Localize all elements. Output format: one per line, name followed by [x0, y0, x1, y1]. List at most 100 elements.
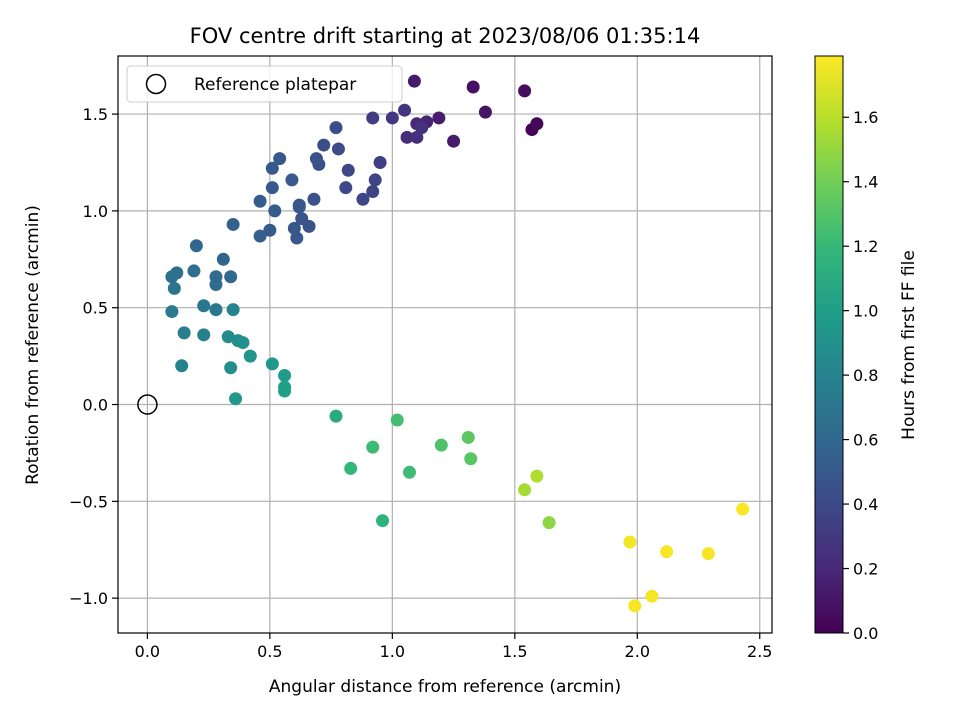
- data-point: [530, 469, 544, 483]
- data-point: [530, 117, 544, 131]
- colorbar-tick-label: 0.8: [853, 366, 878, 385]
- colorbar-tick-label: 0.0: [853, 624, 878, 643]
- x-tick-label: 2.5: [747, 642, 772, 661]
- data-point: [285, 173, 299, 187]
- colorbar-ticks: 0.0 0.2 0.4 0.6 0.8 1.0 1.2 1.4 1.6: [843, 108, 878, 643]
- data-point: [221, 330, 235, 344]
- x-tick-label: 0.5: [257, 642, 282, 661]
- data-point: [344, 461, 358, 475]
- data-point: [268, 204, 282, 218]
- data-point: [224, 361, 238, 375]
- data-point: [197, 328, 211, 342]
- data-point: [407, 74, 421, 88]
- data-point: [542, 516, 556, 530]
- data-point: [366, 111, 380, 125]
- data-point: [209, 303, 223, 317]
- data-point: [339, 181, 353, 195]
- data-point: [623, 535, 637, 549]
- grid-lines: [118, 56, 772, 633]
- data-point: [278, 368, 292, 382]
- y-tick-label: −1.0: [69, 589, 108, 608]
- colorbar: 0.0 0.2 0.4 0.6 0.8 1.0 1.2 1.4 1.6 Hours from f…: [814, 55, 919, 643]
- data-point: [165, 305, 179, 319]
- data-point: [398, 103, 412, 117]
- data-point: [660, 545, 674, 559]
- data-point: [366, 440, 380, 454]
- y-tick-label: −0.5: [69, 492, 108, 511]
- data-point: [415, 121, 429, 135]
- data-point: [177, 326, 191, 340]
- y-tick-label: 0.0: [83, 396, 108, 415]
- data-point: [278, 384, 292, 398]
- colorbar-tick-label: 0.4: [853, 495, 878, 514]
- data-point: [464, 452, 478, 466]
- data-point: [236, 336, 250, 350]
- data-point: [329, 409, 343, 423]
- y-axis-ticks: −1.0 −0.5 0.0 0.5 1.0 1.5: [69, 105, 118, 608]
- reference-marker: [137, 394, 158, 415]
- data-point: [356, 192, 370, 206]
- colorbar-tick-label: 1.2: [853, 237, 878, 256]
- data-point: [209, 277, 223, 291]
- data-point: [290, 231, 304, 245]
- y-tick-label: 1.5: [83, 105, 108, 124]
- data-point: [216, 252, 230, 266]
- data-point: [165, 270, 179, 284]
- data-point: [187, 264, 201, 278]
- data-point: [265, 181, 279, 195]
- legend: Reference platepar: [126, 65, 403, 103]
- x-tick-label: 1.5: [502, 642, 527, 661]
- data-point: [253, 229, 267, 243]
- y-tick-label: 0.5: [83, 299, 108, 318]
- colorbar-tick-label: 0.6: [853, 431, 878, 450]
- data-point: [317, 138, 331, 152]
- data-point: [331, 142, 345, 156]
- data-point: [701, 547, 715, 561]
- data-point: [197, 299, 211, 313]
- data-point: [466, 80, 480, 94]
- data-point: [243, 349, 257, 363]
- data-point: [341, 163, 355, 177]
- data-point: [263, 223, 277, 237]
- data-point: [292, 198, 306, 212]
- data-point: [447, 134, 461, 148]
- data-point: [645, 589, 659, 603]
- data-point: [273, 152, 287, 166]
- data-point: [265, 161, 279, 175]
- colorbar-tick-label: 0.2: [853, 560, 878, 579]
- plot-frame: [117, 55, 773, 634]
- data-point: [368, 173, 382, 187]
- colorbar-tick-label: 1.0: [853, 302, 878, 321]
- data-point: [224, 270, 238, 284]
- data-point: [226, 217, 240, 231]
- data-point: [167, 281, 181, 295]
- reference-point-icon: [137, 394, 158, 415]
- data-point: [329, 121, 343, 135]
- data-point: [400, 130, 414, 144]
- y-axis-label: Rotation from reference (arcmin): [23, 205, 43, 485]
- data-point: [376, 514, 390, 528]
- data-point: [309, 152, 323, 166]
- legend-entry-reference: Reference platepar: [194, 75, 356, 95]
- data-point: [628, 599, 642, 613]
- data-point: [410, 130, 424, 144]
- colorbar-gradient: [814, 55, 844, 634]
- data-point: [366, 185, 380, 199]
- data-point: [390, 413, 404, 427]
- data-point: [373, 155, 387, 169]
- data-point: [226, 303, 240, 317]
- colorbar-tick-label: 1.4: [853, 173, 878, 192]
- data-point: [175, 359, 189, 373]
- data-point: [229, 392, 243, 406]
- data-point: [402, 465, 416, 479]
- x-axis-label: Angular distance from reference (arcmin): [269, 677, 621, 697]
- legend-marker-icon: [145, 73, 167, 95]
- data-point: [461, 430, 475, 444]
- y-tick-label: 1.0: [83, 202, 108, 221]
- colorbar-tick-label: 1.6: [853, 108, 878, 127]
- x-tick-label: 0.0: [135, 642, 160, 661]
- data-point: [189, 239, 203, 253]
- x-tick-label: 1.0: [380, 642, 405, 661]
